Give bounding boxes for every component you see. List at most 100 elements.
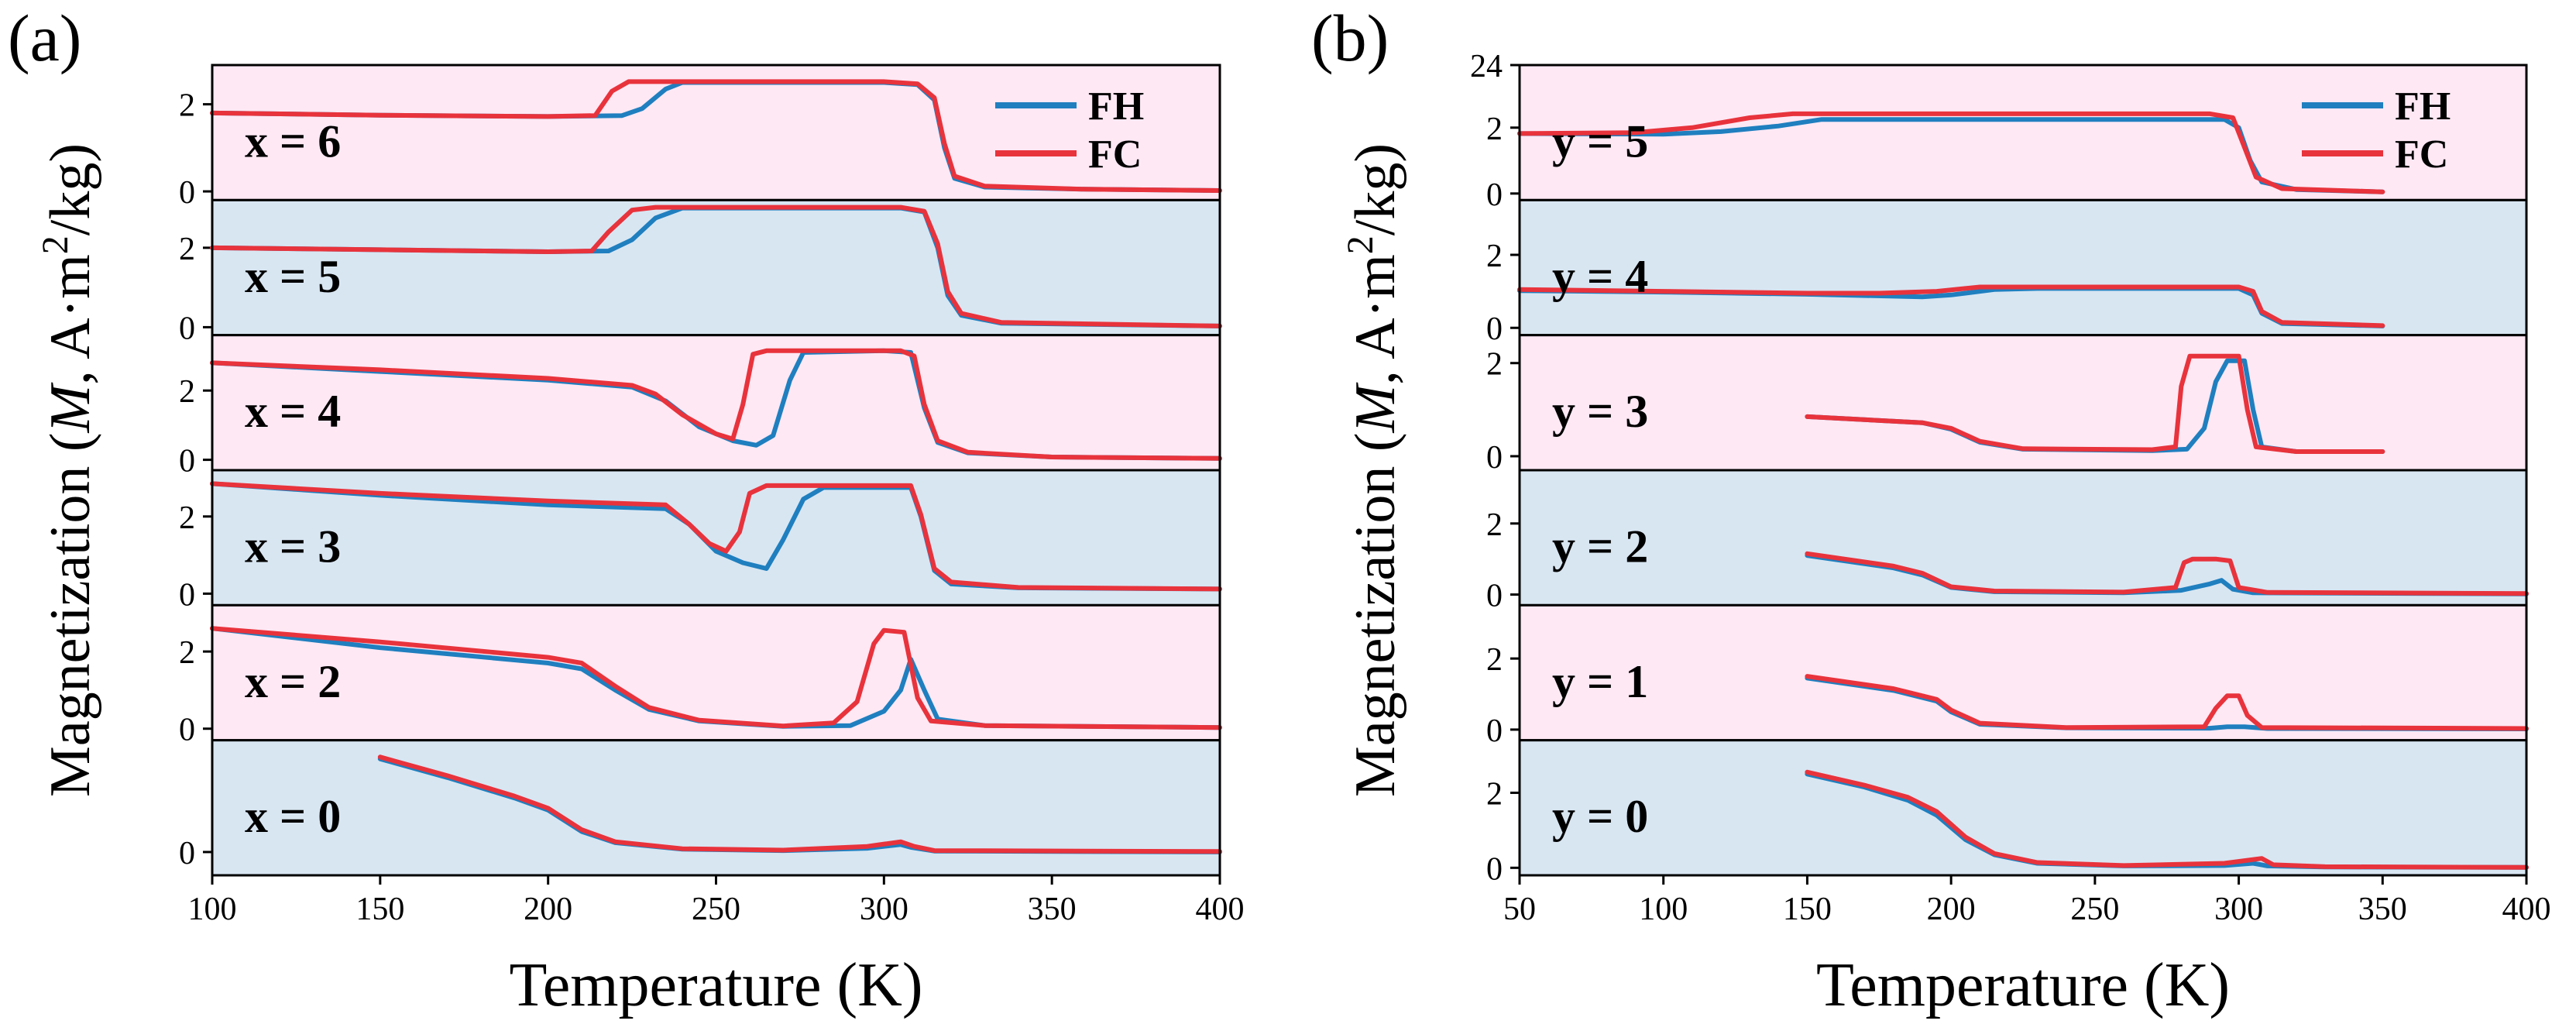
subplot-background (212, 335, 1220, 470)
y-tick-label: 0 (179, 444, 195, 479)
subplot-y=1: 2 0 y = 1 (1486, 603, 2529, 749)
legend-label-fc: FC (2395, 132, 2448, 177)
y-axis-label-part: M (1344, 381, 1407, 433)
y-axis-label: Magnetization (M, A·m2/kg) (1340, 143, 1407, 797)
x-tick-label: 350 (1028, 892, 1077, 927)
series-line-fc (210, 79, 1222, 193)
subplot-label: x = 0 (245, 791, 341, 842)
subplot-label: x = 6 (245, 116, 341, 167)
subplot-label: x = 2 (245, 656, 341, 707)
subplot-label: y = 0 (1552, 791, 1648, 842)
x-tick-label: 400 (1196, 892, 1245, 927)
subplot-x=5: 2 0 x = 5 (179, 198, 1222, 346)
y-axis-label-part: 2 (35, 235, 76, 254)
x-axis-label: Temperature (K) (509, 951, 922, 1019)
y-axis-label: Magnetization (M, A·m2/kg) (35, 143, 102, 797)
x-tick-label: 300 (860, 892, 908, 927)
subplot-background (1520, 200, 2526, 335)
y-tick-label: 0 (1486, 579, 1503, 614)
y-tick-label: 0 (1486, 440, 1503, 476)
series-line-fc (210, 204, 1222, 328)
subplot-label: y = 3 (1552, 386, 1648, 437)
y-tick-label: 0 (1486, 177, 1503, 213)
series-line-fc (1517, 284, 2385, 328)
y-tick-label: 2 (179, 88, 195, 124)
series-line-fc (210, 481, 1222, 592)
subplot-y=0: 2 0 y = 0 (1486, 739, 2529, 887)
subplot-background (212, 65, 1220, 201)
y-tick-label: 0 (179, 713, 195, 748)
subplot-label: x = 4 (245, 386, 341, 437)
subplot-label: x = 3 (245, 521, 341, 572)
x-tick-label: 150 (1783, 892, 1832, 927)
y-axis-label-part: M (39, 381, 102, 433)
x-tick-label: 50 (1503, 892, 1536, 927)
panel-label: (a) (8, 1, 81, 75)
y-axis-label-part: , A·m (1344, 254, 1407, 385)
subplot-x=3: 2 0 x = 3 (179, 469, 1222, 613)
subplot-label: y = 1 (1552, 656, 1648, 707)
series-line-fc (1805, 551, 2529, 596)
y-tick-label: 2 (179, 500, 195, 536)
x-tick-label: 100 (1639, 892, 1688, 927)
x-tick-label: 100 (188, 892, 237, 927)
x-tick-label: 400 (2502, 892, 2551, 927)
subplot-x=2: 2 0 x = 2 (179, 603, 1222, 748)
x-tick-label: 300 (2214, 892, 2263, 927)
x-tick-label: 200 (524, 892, 572, 927)
subplot-background (1520, 740, 2526, 875)
x-axis-label: Temperature (K) (1816, 951, 2230, 1019)
subplot-y=4: 2 0 y = 4 (1486, 198, 2528, 347)
subplot-background (212, 605, 1220, 741)
subplot-x=4: 2 0 x = 4 (179, 334, 1222, 479)
series-line-fc (1805, 353, 2385, 454)
y-axis-label-part: , A·m (39, 254, 102, 385)
subplot-x=0: 0 x = 0 (179, 739, 1222, 877)
subplot-background (212, 200, 1220, 335)
series-line-fc (1805, 769, 2529, 870)
series-line-fc (210, 348, 1222, 461)
legend-label-fc: FC (1088, 132, 1142, 177)
x-tick-label: 250 (692, 892, 740, 927)
legend-label-fh: FH (1088, 84, 1144, 129)
y-tick-label: 0 (1486, 713, 1503, 749)
y-tick-label: 2 (1486, 642, 1503, 678)
y-tick-label: 0 (179, 311, 195, 346)
y-tick-label: 2 (1486, 239, 1503, 274)
y-axis-label-part: Magnetization ( (39, 432, 102, 797)
subplot-background (1520, 470, 2526, 606)
y-tick-label: 2 (179, 232, 195, 267)
y-tick-label: 2 (179, 635, 195, 671)
y-tick-label: 2 (179, 374, 195, 410)
subplot-label: y = 4 (1552, 251, 1648, 302)
subplot-label: x = 5 (245, 251, 341, 302)
subplot-y=3: 2 0 y = 3 (1486, 334, 2528, 476)
y-tick-label: 2 (1486, 347, 1503, 383)
subplot-background (1520, 605, 2526, 741)
y-tick-label: 0 (179, 836, 195, 871)
x-tick-label: 350 (2358, 892, 2407, 927)
subplot-y=2: 2 0 y = 2 (1486, 469, 2529, 614)
y-axis-label-part: 2 (1340, 235, 1381, 254)
series-line-fc (377, 754, 1222, 854)
legend-label-fh: FH (2395, 84, 2451, 129)
series-line-fc (1805, 674, 2529, 731)
subplot-frame (1518, 739, 2528, 877)
series-line-fc (1517, 111, 2385, 194)
y-tick-label: 0 (179, 175, 195, 211)
y-tick-label: 0 (179, 577, 195, 613)
y-tick-label: 2 (1486, 112, 1503, 147)
y-axis-label-part: /kg) (1344, 143, 1407, 235)
y-axis-label-part: /kg) (39, 143, 102, 235)
x-tick-label: 150 (355, 892, 404, 927)
y-tick-label: 2 (1486, 507, 1503, 543)
y-tick-label: 0 (1486, 311, 1503, 347)
y-tick-label: 2 (1486, 776, 1503, 812)
series-line-fc (210, 626, 1222, 730)
x-tick-label: 250 (2070, 892, 2119, 927)
